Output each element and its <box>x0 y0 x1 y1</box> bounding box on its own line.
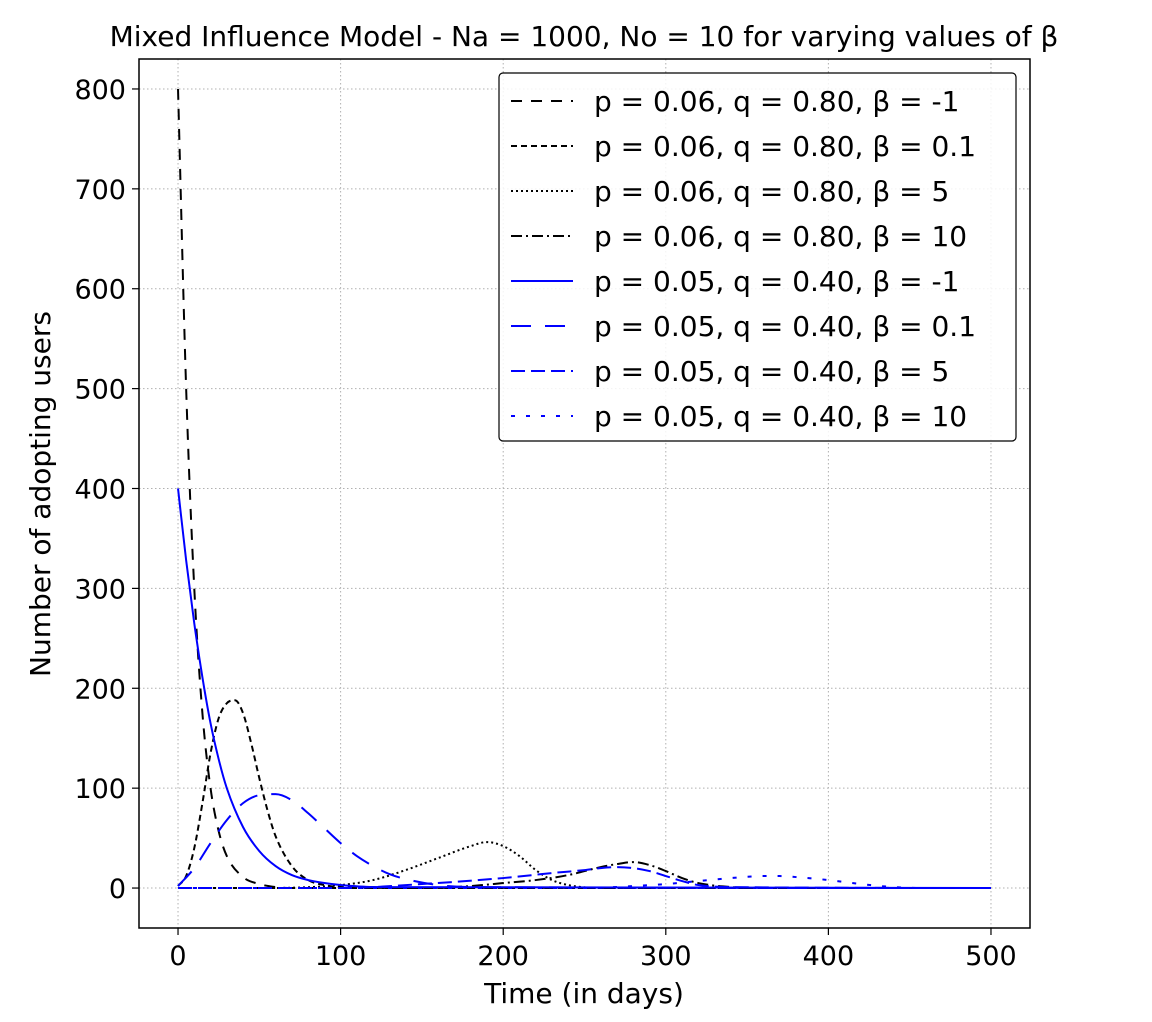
y-tick-label: 200 <box>74 674 126 705</box>
legend-label-3: p = 0.06, q = 0.80, β = 5 <box>594 175 949 208</box>
x-tick-label: 200 <box>477 941 529 972</box>
legend-label-8: p = 0.05, q = 0.40, β = 10 <box>594 400 967 433</box>
legend-label-4: p = 0.06, q = 0.80, β = 10 <box>594 220 967 253</box>
x-tick-label: 500 <box>965 941 1017 972</box>
series-line-5 <box>177 488 991 890</box>
legend-label-1: p = 0.06, q = 0.80, β = -1 <box>594 85 959 118</box>
legend-items: p = 0.06, q = 0.80, β = -1 p = 0.06, q = … <box>511 85 976 433</box>
y-tick-label: 300 <box>74 574 126 605</box>
x-tick-label: 400 <box>803 941 855 972</box>
series-line-7 <box>178 866 991 890</box>
legend-box <box>498 72 1017 442</box>
y-tick-label: 0 <box>109 874 126 905</box>
x-tick-label: 100 <box>315 941 367 972</box>
legend-label-2: p = 0.06, q = 0.80, β = 0.1 <box>594 130 976 163</box>
series-line-8 <box>178 875 991 890</box>
legend-label-5: p = 0.05, q = 0.40, β = -1 <box>594 265 959 298</box>
series-line-1 <box>177 88 991 890</box>
x-tick-label: 300 <box>640 941 692 972</box>
series-line-4 <box>178 861 991 890</box>
x-tick-label: 0 <box>169 941 186 972</box>
y-tick-label: 400 <box>74 475 126 506</box>
legend-label-6: p = 0.05, q = 0.40, β = 0.1 <box>594 310 976 343</box>
series-line-6 <box>177 793 991 890</box>
legend-label-7: p = 0.05, q = 0.40, β = 5 <box>594 355 949 388</box>
y-axis-label: Number of adopting users <box>24 311 57 677</box>
legend: p = 0.06, q = 0.80, β = -1 p = 0.06, q = … <box>498 72 1017 442</box>
tick-layer: 0 100 200 300 400 500 0 100 200 300 400 500 600 700 80… <box>74 75 1016 972</box>
y-tick-label: 100 <box>74 774 126 805</box>
series-layer <box>177 88 991 890</box>
y-tick-label: 600 <box>74 275 126 306</box>
y-tick-label: 800 <box>74 75 126 106</box>
x-axis-label: Time (in days) <box>483 977 684 1010</box>
y-tick-label: 700 <box>74 175 126 206</box>
plot-area-frame <box>138 58 1031 929</box>
y-tick-label: 500 <box>74 375 126 406</box>
chart-title: Mixed Influence Model - Na = 1000, No = … <box>110 20 1059 53</box>
